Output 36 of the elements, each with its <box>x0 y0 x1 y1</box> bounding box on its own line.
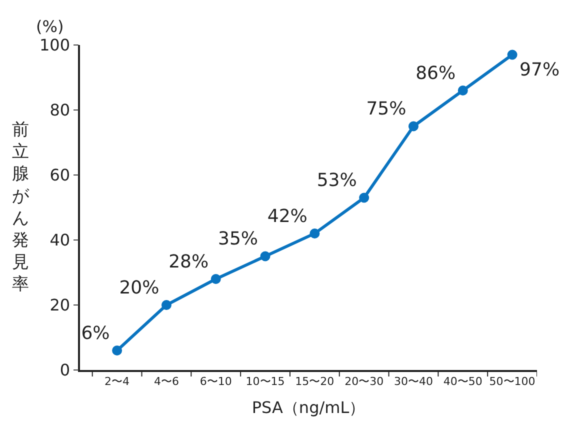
point <box>458 86 468 96</box>
data-label: 75% <box>366 98 406 120</box>
y-tick-label: 100 <box>40 36 70 55</box>
x-axis-title: PSA（ng/mL） <box>252 398 366 418</box>
point <box>359 192 370 203</box>
data-label: 20% <box>119 277 160 298</box>
data-label: 42% <box>267 206 308 227</box>
y-tick-label: 40 <box>50 230 70 250</box>
data-label: 97% <box>520 60 560 80</box>
x-tick-label: 50〜100 <box>489 374 536 388</box>
y-tick-label: 60 <box>50 166 70 185</box>
x-tick-label: 2〜4 <box>104 374 130 388</box>
x-tick-label: 15〜20 <box>295 374 334 388</box>
x-tick-label: 4〜6 <box>154 374 179 388</box>
y-axis-title: 前立腺がん発見率 <box>12 120 30 295</box>
data-label: 6% <box>81 322 110 344</box>
point <box>408 121 418 132</box>
point <box>112 346 122 356</box>
y-tick-label: 20 <box>50 296 70 315</box>
data-label: 35% <box>218 228 258 250</box>
x-tick-label: 20〜30 <box>344 374 384 388</box>
text: (%) <box>36 17 64 36</box>
point <box>161 300 172 310</box>
data-label: 28% <box>168 251 209 272</box>
x-tick-label: 6〜10 <box>200 374 232 388</box>
point <box>210 274 221 284</box>
point <box>310 228 320 238</box>
point <box>507 50 518 60</box>
data-label: 86% <box>416 62 456 84</box>
x-tick-label: 30〜40 <box>394 374 433 388</box>
x-tick-label: 40〜50 <box>443 374 482 388</box>
data-label: 53% <box>316 170 357 191</box>
y-tick-label: 80 <box>50 100 70 120</box>
point <box>260 251 270 262</box>
y-tick-label: 0 <box>60 360 70 380</box>
x-tick-label: 10〜15 <box>246 374 285 388</box>
